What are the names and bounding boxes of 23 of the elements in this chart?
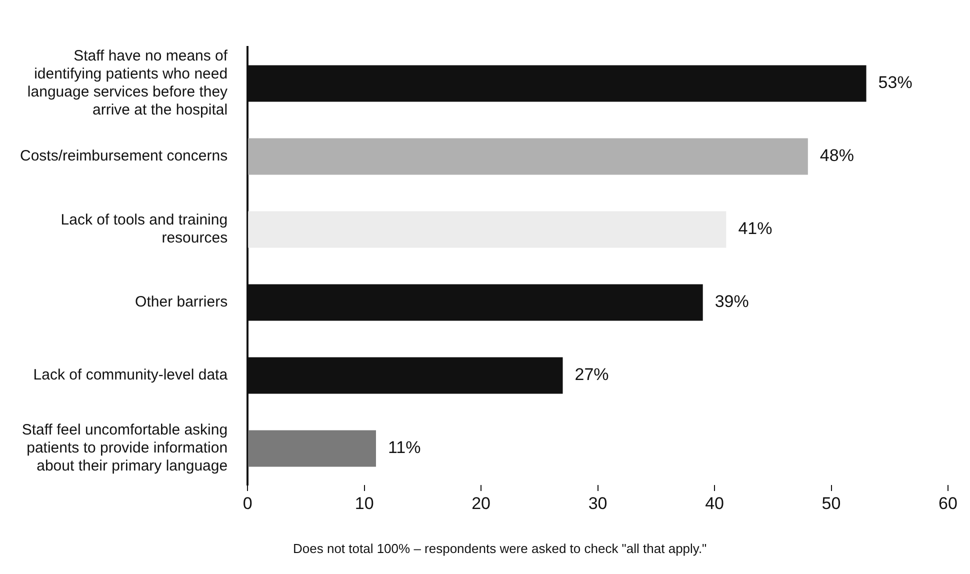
bar bbox=[248, 138, 808, 175]
y-tick-label: Other barriers bbox=[135, 294, 228, 311]
data-label: 11% bbox=[388, 438, 421, 458]
x-tick-label: 40 bbox=[705, 494, 724, 513]
bar bbox=[248, 430, 376, 467]
y-tick-label: Staff have no means of identifying patients who need language services before they arrive at the hospital bbox=[27, 48, 228, 119]
text: Does not total 100% – respondents were asked to check "all that apply." bbox=[293, 541, 708, 556]
x-tick-label: 30 bbox=[588, 494, 608, 513]
y-tick-label: Costs/reimbursement concerns bbox=[20, 148, 228, 165]
data-label: 48% bbox=[820, 146, 854, 166]
x-tick-label: 60 bbox=[938, 494, 958, 513]
data-label: 41% bbox=[738, 219, 772, 238]
data-label: 53% bbox=[878, 73, 912, 92]
y-tick-label: Lack of community-level data bbox=[33, 366, 228, 384]
x-tick-label: 0 bbox=[242, 494, 252, 513]
y-tick-label: Lack of tools and training resources bbox=[60, 212, 228, 247]
y-tick-label: Staff feel uncomfortable asking patients to provide information about their primary language bbox=[22, 422, 228, 475]
x-tick-label: 20 bbox=[472, 494, 491, 513]
x-tick-label: 50 bbox=[822, 494, 841, 513]
bar bbox=[248, 211, 726, 248]
x-tick-label: 10 bbox=[354, 494, 374, 513]
data-label: 39% bbox=[714, 292, 749, 312]
data-label: 27% bbox=[574, 365, 609, 384]
